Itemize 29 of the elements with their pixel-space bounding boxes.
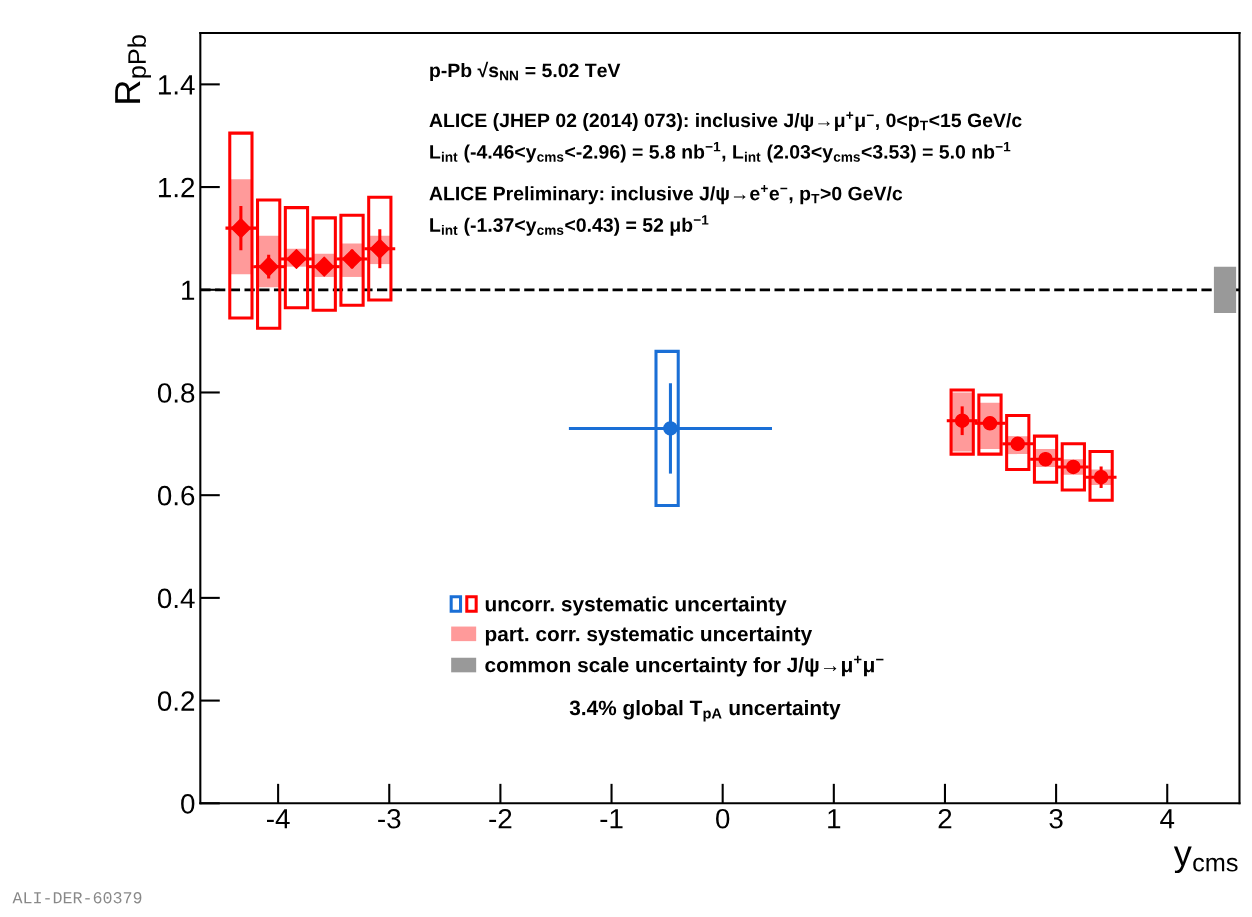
x-tick-label: -2 — [489, 808, 512, 829]
text: L$_{int}$ (-4.46<y$_{cms}$<-2.96) = 5.8 nb$^{−1}$, L$_{int}$ (2.03<y$_{cms}$<3.53) = 5.0 nb$^{−1}$ — [430, 142, 1011, 163]
y-tick-label: 0.8 — [157, 383, 195, 403]
y-tick-label: 1 — [182, 280, 195, 300]
legend-label: part. corr. systematic uncertainty — [485, 626, 813, 646]
y-tick-label: 0.6 — [157, 485, 195, 506]
x-tick-label: 0 — [716, 808, 730, 829]
annotation: ALICE (JHEP 02 (2014) 073): inclusive J/ψ→μ$^{+}$μ$^{−}$, 0<p$_{T}$<15 GeV/c — [429, 111, 1022, 132]
annotation: 3.4% global T$_{pA}$ uncertainty — [569, 700, 841, 722]
x-axis-title: y$_{cms}$ — [1173, 846, 1238, 874]
y-tick-label: 1.2 — [158, 177, 195, 198]
x-tick-label: -1 — [600, 809, 623, 829]
x-tick-label: -3 — [378, 808, 401, 829]
annotation: ALICE Preliminary: inclusive J/ψ→e$^{+}$e$^{−}$, p$_{T}$>0 GeV/c — [429, 185, 903, 205]
y-tick-label: 0.2 — [157, 691, 195, 711]
y-tick-label: 0 — [181, 793, 195, 814]
x-tick-label: 3 — [1049, 808, 1063, 829]
x-tick-label: 1 — [828, 809, 841, 829]
text: ALI-DER-60379 — [12, 892, 142, 904]
x-tick-label: 4 — [1160, 809, 1175, 829]
legend-label: common scale uncertainty for J/ψ→μ$^{+}$μ$^{−}$ — [485, 655, 884, 677]
annotation: p-Pb √s$_{NN}$ = 5.02 TeV — [430, 61, 621, 82]
y-tick-label: 1.4 — [158, 75, 195, 95]
legend-label: uncorr. systematic uncertainty — [485, 596, 787, 616]
y-tick-label: 0.4 — [157, 588, 195, 609]
annotation: L$_{int}$ (-1.37<y$_{cms}$<0.43) = 52 μb$^{−1}$ — [430, 215, 709, 236]
y-axis-title: R$_{pPb}$ — [115, 35, 151, 103]
x-tick-label: 2 — [938, 808, 952, 829]
x-tick-label: -4 — [267, 809, 290, 829]
